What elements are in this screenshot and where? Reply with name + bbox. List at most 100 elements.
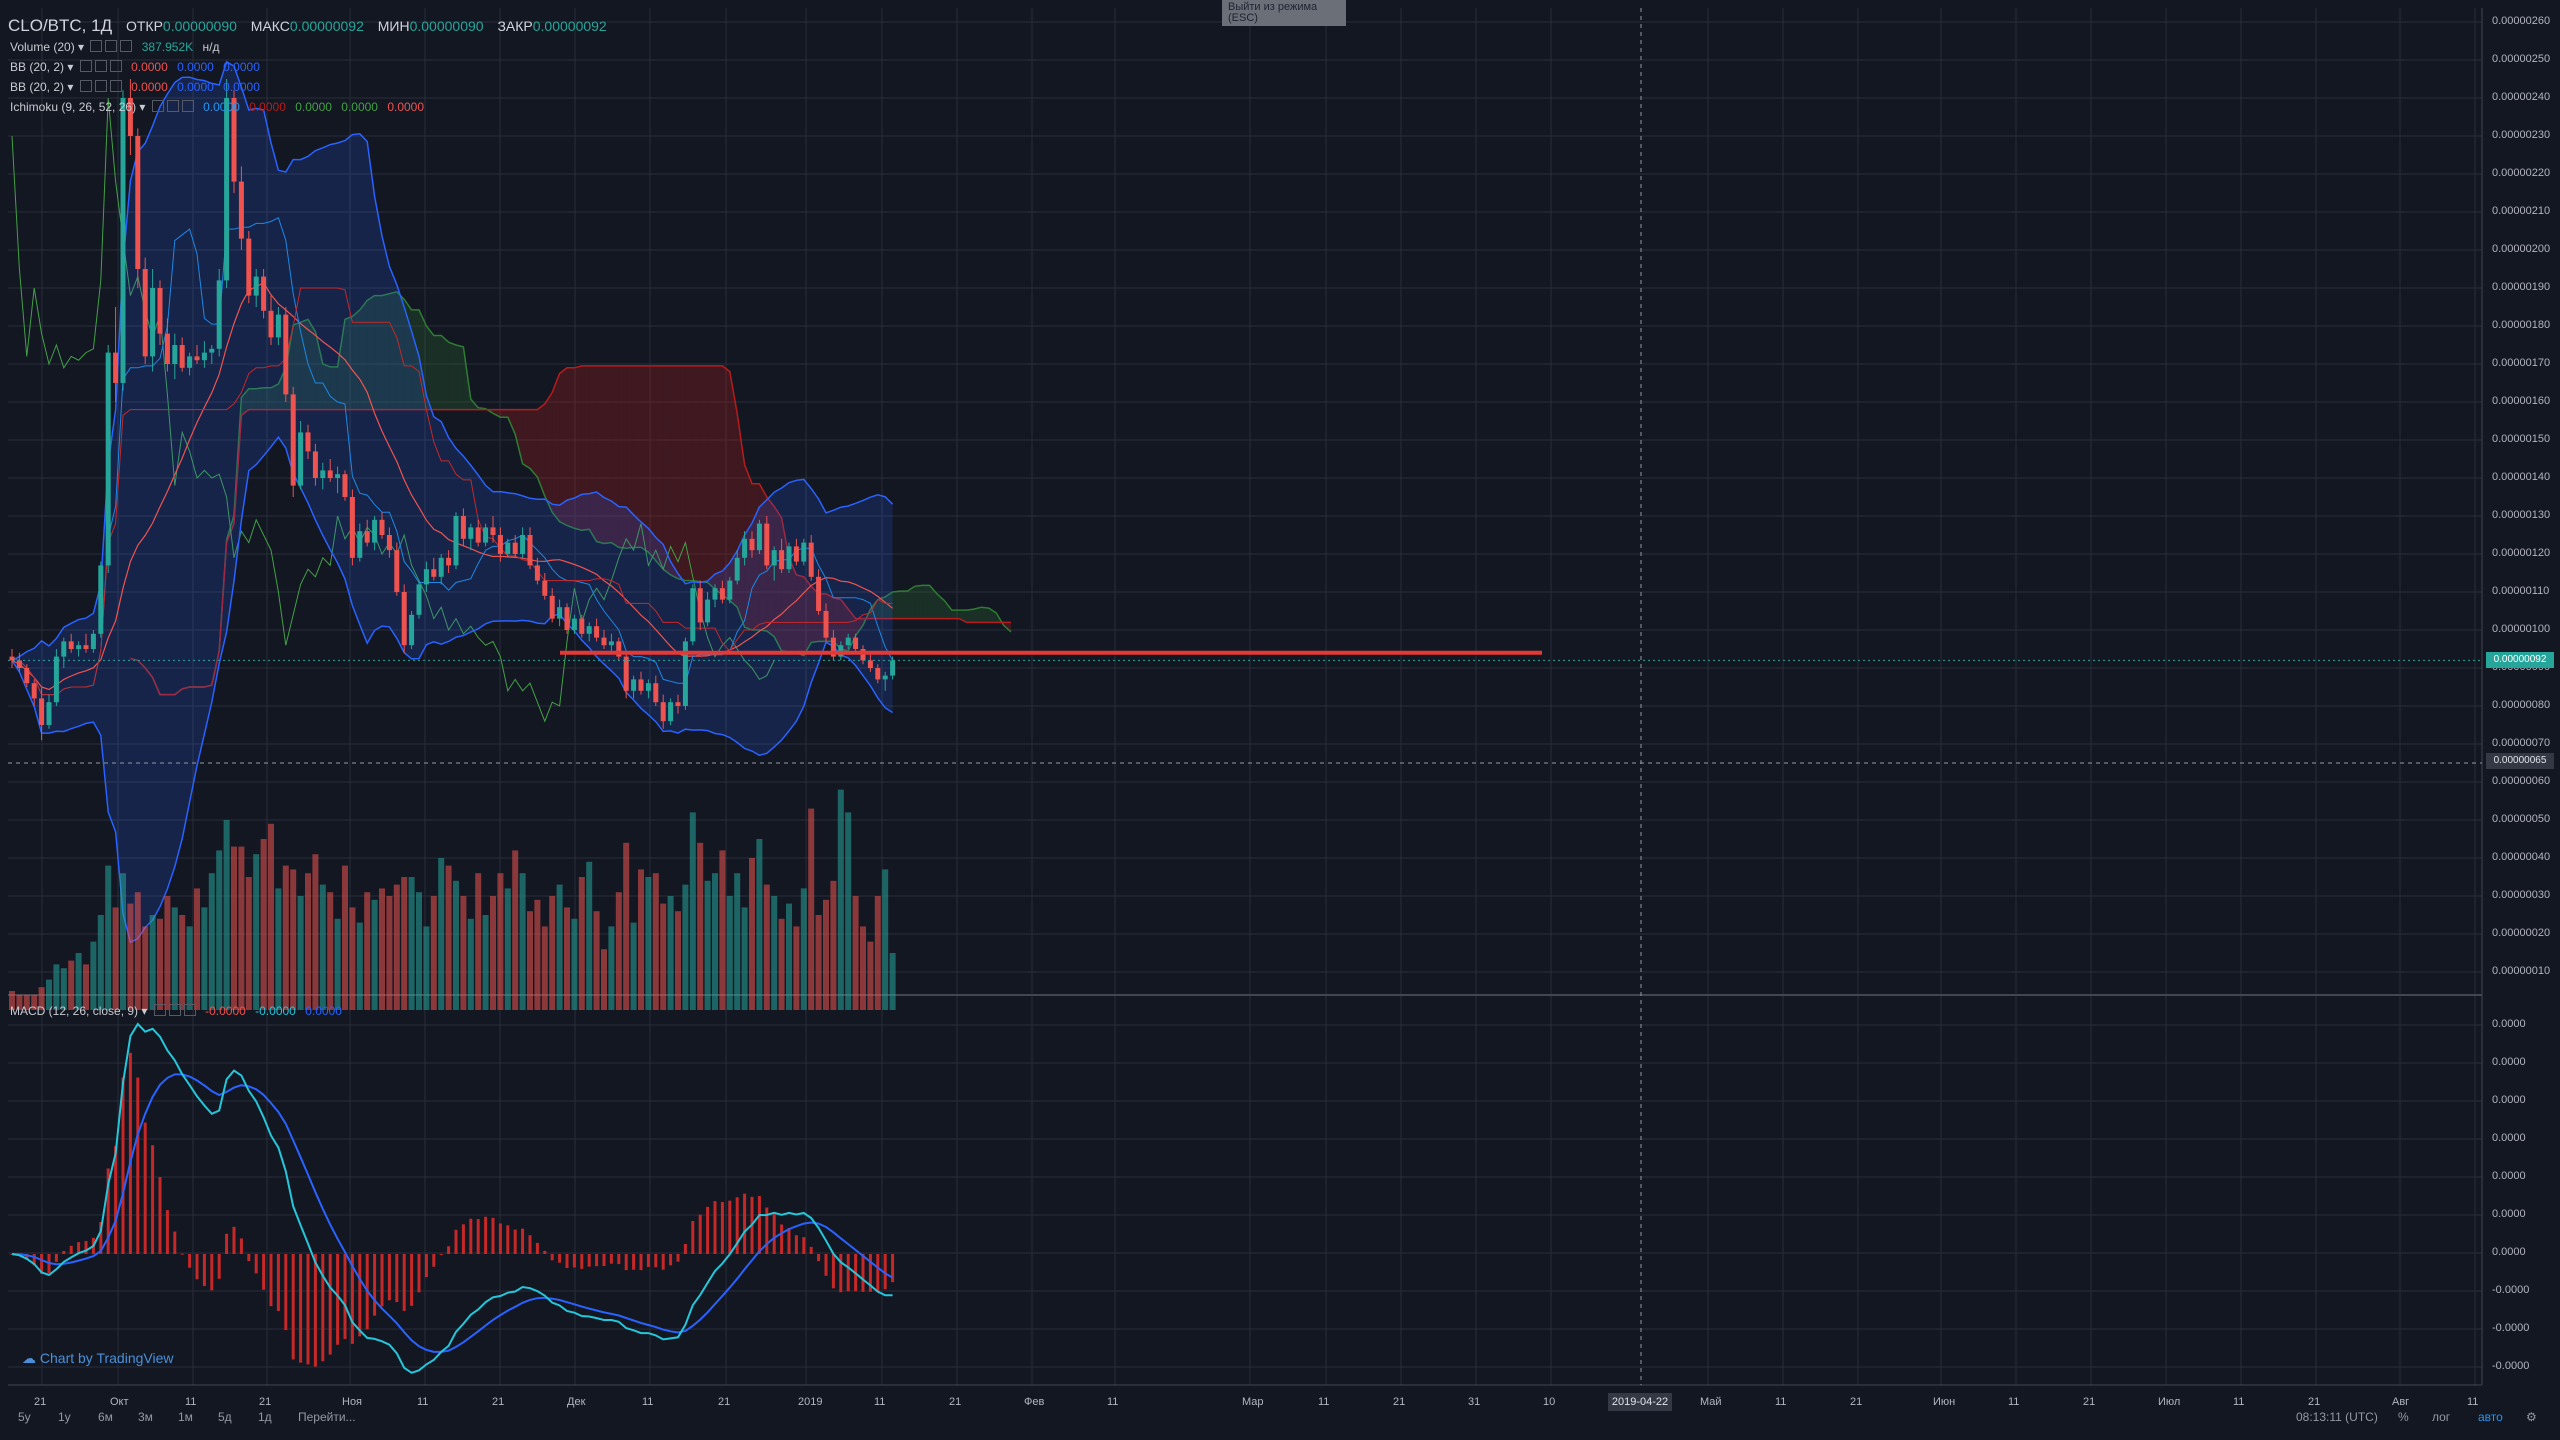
settings-gear-icon[interactable]: ⚙: [2526, 1410, 2537, 1424]
time-tick-label: Дек: [567, 1396, 586, 1408]
ichimoku-cloud-segment: [322, 364, 331, 410]
timeframe-button[interactable]: 3м: [138, 1410, 153, 1424]
volume-bar: [504, 888, 511, 1010]
candle-body: [668, 702, 674, 722]
timeframe-button[interactable]: 5д: [218, 1410, 232, 1424]
volume-bar: [31, 994, 38, 1010]
indicator-volume[interactable]: Volume (20) ▾ 387.952K н/д: [10, 40, 220, 54]
settings-icon[interactable]: [90, 40, 103, 52]
macd-histogram-bar: [439, 1254, 443, 1255]
macd-histogram-bar: [358, 1254, 362, 1337]
volume-bar: [823, 899, 829, 1010]
macd-histogram-bar: [602, 1254, 606, 1267]
macd-histogram-bar: [572, 1254, 576, 1268]
macd-tick-label: -0.0000: [2492, 1360, 2530, 1372]
ichimoku-cloud-segment: [759, 483, 767, 631]
candle-body: [742, 538, 748, 558]
exit-fullscreen-tooltip[interactable]: Выйти из режима (ESC): [1222, 0, 1346, 26]
candle-body: [105, 352, 111, 566]
macd-histogram-bar: [254, 1254, 258, 1274]
hide-icon[interactable]: [166, 100, 179, 112]
macd-histogram-bar: [787, 1228, 791, 1254]
macd-histogram-bar: [543, 1250, 547, 1254]
volume-bar: [608, 926, 615, 1010]
indicator-bb-1[interactable]: BB (20, 2) ▾ 0.0000 0.0000 0.0000: [10, 60, 260, 74]
volume-bar: [889, 953, 896, 1010]
bb-2-upper: 0.0000: [177, 80, 214, 94]
close-icon[interactable]: [183, 1004, 196, 1016]
timeframe-button[interactable]: 5y: [18, 1410, 31, 1424]
volume-bar: [852, 896, 859, 1010]
candle-body: [372, 519, 378, 543]
macd-histogram-bar: [654, 1254, 658, 1268]
candle-body: [875, 668, 881, 680]
macd-histogram-bar: [780, 1224, 784, 1254]
hide-icon[interactable]: [105, 40, 118, 52]
candle-body: [76, 645, 82, 649]
cloud-icon: ☁: [22, 1350, 36, 1366]
timeframe-button[interactable]: Перейти...: [298, 1410, 356, 1424]
candle-body: [631, 679, 637, 691]
volume-bar: [808, 808, 815, 1010]
volume-bar: [719, 850, 726, 1010]
candle-body: [779, 550, 785, 570]
timeframe-button[interactable]: 1м: [178, 1410, 193, 1424]
close-icon[interactable]: [120, 40, 133, 52]
close-icon[interactable]: [109, 80, 122, 92]
macd-histogram-bar: [831, 1254, 835, 1289]
settings-icon[interactable]: [153, 1004, 166, 1016]
auto-toggle[interactable]: авто: [2478, 1410, 2503, 1424]
indicator-ichimoku[interactable]: Ichimoku (9, 26, 52, 26) ▾ 0.0000 0.0000…: [10, 100, 425, 114]
symbol-name[interactable]: CLO/BTC, 1Д: [8, 16, 113, 35]
candle-body: [349, 497, 355, 558]
volume-bar: [423, 926, 430, 1010]
close-icon[interactable]: [181, 100, 194, 112]
hide-icon[interactable]: [168, 1004, 181, 1016]
volume-bar: [9, 991, 15, 1010]
price-tick-label: 0.00000200: [2492, 243, 2551, 255]
settings-icon[interactable]: [151, 100, 164, 112]
percent-toggle[interactable]: %: [2398, 1410, 2409, 1424]
settings-icon[interactable]: [79, 60, 92, 72]
macd-histogram-bar: [565, 1254, 569, 1269]
macd-histogram-bar: [891, 1254, 895, 1283]
ichimoku-cloud-segment: [981, 607, 989, 623]
ichimoku-cloud-segment: [493, 409, 501, 418]
candle-body: [394, 550, 400, 592]
indicator-bb-2[interactable]: BB (20, 2) ▾ 0.0000 0.0000 0.0000: [10, 80, 260, 94]
candle-body: [409, 614, 415, 646]
bb-1-upper: 0.0000: [177, 60, 214, 74]
volume-bar: [364, 892, 371, 1010]
candle-body: [135, 136, 141, 269]
ichimoku-cloud-segment: [907, 586, 915, 619]
time-tick-label: 21: [492, 1396, 505, 1408]
hide-icon[interactable]: [94, 60, 107, 72]
timeframe-button[interactable]: 1д: [258, 1410, 272, 1424]
volume-bar: [46, 979, 52, 1010]
bollinger-basis-line: [11, 282, 893, 691]
macd-histogram-bar: [521, 1228, 525, 1254]
tradingview-logo[interactable]: ☁ Chart by TradingView: [22, 1350, 173, 1367]
hide-icon[interactable]: [94, 80, 107, 92]
candle-body: [275, 314, 281, 338]
close-icon[interactable]: [109, 60, 122, 72]
volume-bar: [379, 888, 385, 1010]
macd-signal-line: [11, 1073, 894, 1353]
candle-body: [283, 314, 289, 395]
timeframe-button[interactable]: 1y: [58, 1410, 71, 1424]
time-tick-label: 11: [2467, 1396, 2479, 1408]
volume-bar: [697, 842, 704, 1010]
ichimoku-cloud-segment: [678, 365, 686, 581]
log-toggle[interactable]: лог: [2432, 1410, 2451, 1424]
ichimoku-lagging: 0.0000: [295, 100, 332, 114]
timeframe-button[interactable]: 6м: [98, 1410, 113, 1424]
candle-body: [542, 580, 548, 596]
candle-body: [53, 656, 59, 703]
candle-body: [157, 288, 163, 334]
candle-body: [579, 618, 585, 634]
volume-bar: [689, 812, 696, 1010]
indicator-macd[interactable]: MACD (12, 26, close, 9) ▾ -0.0000 -0.000…: [10, 1004, 342, 1018]
settings-icon[interactable]: [79, 80, 92, 92]
macd-histogram-bar: [128, 1052, 132, 1254]
